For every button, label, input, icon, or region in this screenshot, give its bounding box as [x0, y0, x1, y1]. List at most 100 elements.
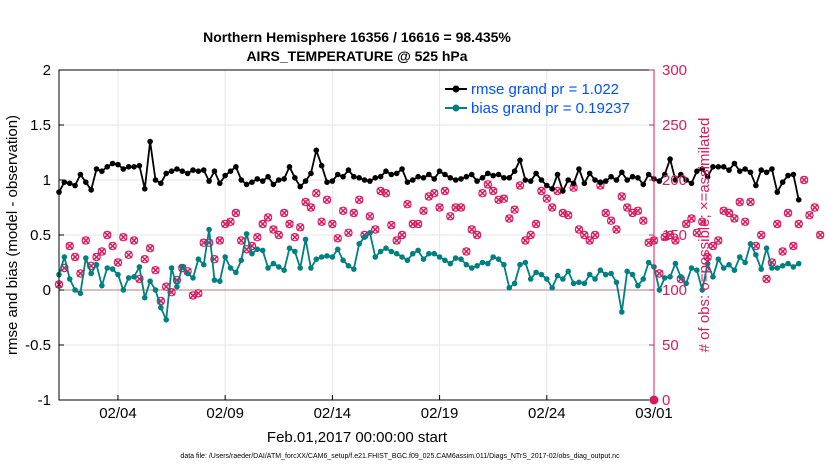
- bias-point: [286, 245, 293, 251]
- bias-point: [265, 265, 271, 271]
- obs-possible-point: [521, 236, 530, 245]
- rmse-point: [501, 175, 507, 181]
- bias-point: [77, 290, 84, 297]
- rmse-point: [72, 182, 78, 189]
- obs-possible-point: [778, 247, 787, 256]
- bias-point: [131, 274, 137, 280]
- bias-point: [275, 264, 282, 270]
- obs-possible-point: [478, 188, 487, 198]
- obs-assimilated-point: [618, 192, 626, 201]
- obs-assimilated-point: [226, 218, 235, 226]
- rmse-point: [158, 180, 164, 187]
- bias-point: [474, 263, 480, 269]
- rmse-point: [661, 171, 668, 178]
- rmse-point: [506, 175, 513, 181]
- obs-possible-point: [338, 206, 348, 215]
- bias-point: [109, 266, 116, 272]
- rmse-point: [645, 171, 652, 178]
- rmse-point: [238, 177, 245, 183]
- obs-possible-point: [354, 195, 364, 204]
- obs-possible-point: [65, 241, 74, 251]
- obs-possible-point: [301, 197, 310, 207]
- obs-assimilated-point: [392, 236, 401, 245]
- left-y-tick-label: 2: [43, 62, 51, 79]
- bias-point: [447, 260, 454, 267]
- x-tick-label: 02/24: [528, 405, 566, 422]
- bias-point: [479, 259, 486, 266]
- rmse-point: [570, 180, 577, 187]
- obs-possible-point: [70, 252, 80, 262]
- rmse-point: [463, 173, 470, 180]
- obs-possible-point: [263, 213, 273, 222]
- obs-possible-point: [285, 219, 294, 229]
- bias-point: [297, 265, 304, 271]
- obs-possible-point: [226, 217, 235, 226]
- bias-point: [736, 254, 743, 260]
- obs-assimilated-point: [269, 225, 278, 234]
- obs-assimilated-point: [500, 194, 508, 203]
- rmse-point: [356, 175, 362, 181]
- obs-possible-point: [322, 195, 332, 204]
- rmse-point: [227, 168, 234, 174]
- x-tick-label: 03/01: [635, 405, 673, 422]
- bias-point: [699, 287, 706, 293]
- obs-assimilated-point: [103, 231, 111, 239]
- obs-possible-point: [290, 232, 300, 242]
- right-y-axis-label: # of obs: o=possible; ×=assimilated: [696, 118, 713, 353]
- rmse-point: [297, 183, 304, 190]
- bias-point: [779, 263, 786, 269]
- obs-assimilated-point: [602, 209, 610, 217]
- obs-assimilated-point: [762, 275, 771, 283]
- obs-assimilated-point: [457, 203, 465, 212]
- rmse-point: [83, 179, 89, 185]
- obs-possible-point: [381, 188, 391, 198]
- bias-point: [399, 254, 405, 260]
- rmse-point: [543, 182, 550, 189]
- rmse-point: [688, 180, 695, 187]
- left-y-tick-label: -1: [38, 392, 51, 409]
- obs-assimilated-point: [71, 253, 79, 261]
- rmse-point: [254, 176, 261, 182]
- obs-possible-point: [194, 289, 203, 298]
- right-y-tick-label: 150: [662, 227, 687, 244]
- obs-possible-point: [789, 241, 798, 251]
- obs-possible-point: [515, 181, 525, 190]
- obs-assimilated-point: [430, 189, 438, 197]
- obs-assimilated-point: [285, 220, 294, 228]
- obs-assimilated-point: [585, 236, 594, 245]
- obs-assimilated-point: [639, 216, 648, 225]
- bias-point: [458, 256, 464, 263]
- obs-assimilated-point: [446, 212, 455, 221]
- bias-point: [227, 265, 234, 271]
- rmse-point: [731, 160, 738, 167]
- obs-assimilated-point: [296, 223, 304, 232]
- bias-point: [388, 248, 395, 255]
- obs-assimilated-point: [462, 247, 471, 256]
- obs-possible-point: [499, 194, 509, 203]
- obs-assimilated-point: [543, 194, 551, 203]
- bias-point: [613, 279, 620, 286]
- rmse-point: [468, 171, 475, 178]
- obs-assimilated-point: [108, 242, 117, 250]
- rmse-point: [243, 181, 250, 188]
- obs-possible-point: [397, 230, 407, 240]
- bias-point: [501, 261, 507, 268]
- rmse-point: [474, 178, 480, 184]
- bias-point: [758, 266, 765, 272]
- bias-point: [136, 264, 143, 270]
- rmse-point: [409, 177, 416, 183]
- rmse-point: [163, 170, 170, 177]
- rmse-point: [313, 147, 320, 154]
- obs-assimilated-point: [253, 233, 262, 241]
- left-y-axis-label: rmse and bias (model - observation): [4, 115, 21, 355]
- left-y-tick-label: 1.5: [30, 117, 51, 134]
- rmse-point: [672, 177, 679, 183]
- bias-point: [608, 270, 614, 277]
- bias-point: [184, 270, 191, 277]
- rmse-point: [533, 170, 539, 177]
- rmse-point: [318, 162, 325, 169]
- obs-possible-point: [746, 197, 755, 207]
- rmse-point: [763, 169, 770, 176]
- obs-assimilated-point: [612, 225, 621, 234]
